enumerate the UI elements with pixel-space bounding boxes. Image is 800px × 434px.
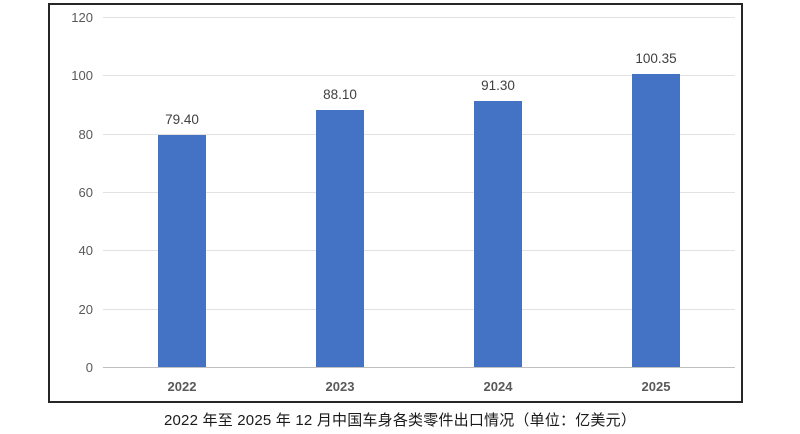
bar-2022 <box>158 135 206 367</box>
x-axis-line <box>103 367 735 368</box>
bar-2024 <box>474 100 522 367</box>
y-axis-tick-label: 120 <box>71 10 93 25</box>
gridline <box>103 250 735 252</box>
x-axis-tick-label: 2024 <box>483 379 513 394</box>
bar-value-label: 79.40 <box>165 112 199 128</box>
y-axis-tick-label: 80 <box>78 126 93 142</box>
bar-2023 <box>316 110 364 367</box>
gridline <box>103 133 735 135</box>
gridline <box>103 17 735 18</box>
y-axis-tick-label: 60 <box>78 185 93 200</box>
gridline <box>103 192 735 193</box>
gridline <box>103 75 735 77</box>
bar-2025 <box>632 74 680 367</box>
y-axis-tick-label: 0 <box>85 360 93 375</box>
bar-value-label: 88.10 <box>323 87 357 103</box>
chart-caption: 2022 年至 2025 年 12 月中国车身各类零件出口情况（单位：亿美元） <box>163 412 637 429</box>
chart-frame: 0 20 40 60 80 100 120 79.40 2022 88.10 2023 91.30 20… <box>48 3 743 403</box>
gridline <box>103 308 735 310</box>
plot-area: 0 20 40 60 80 100 120 79.40 2022 88.10 2023 91.30 20… <box>50 5 741 401</box>
x-axis-tick-label: 2025 <box>641 379 671 394</box>
x-axis-tick-label: 2023 <box>325 379 355 394</box>
bar-value-label: 100.35 <box>635 51 677 67</box>
y-axis-tick-label: 20 <box>78 301 93 317</box>
x-axis-tick-label: 2022 <box>167 379 197 394</box>
y-axis-tick-label: 100 <box>71 68 93 84</box>
bar-value-label: 91.30 <box>481 77 515 93</box>
y-axis-tick-label: 40 <box>78 243 93 259</box>
